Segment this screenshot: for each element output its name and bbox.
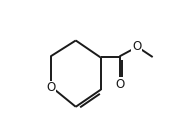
Text: O: O <box>46 81 55 94</box>
Text: O: O <box>132 40 141 53</box>
Text: O: O <box>115 78 124 91</box>
